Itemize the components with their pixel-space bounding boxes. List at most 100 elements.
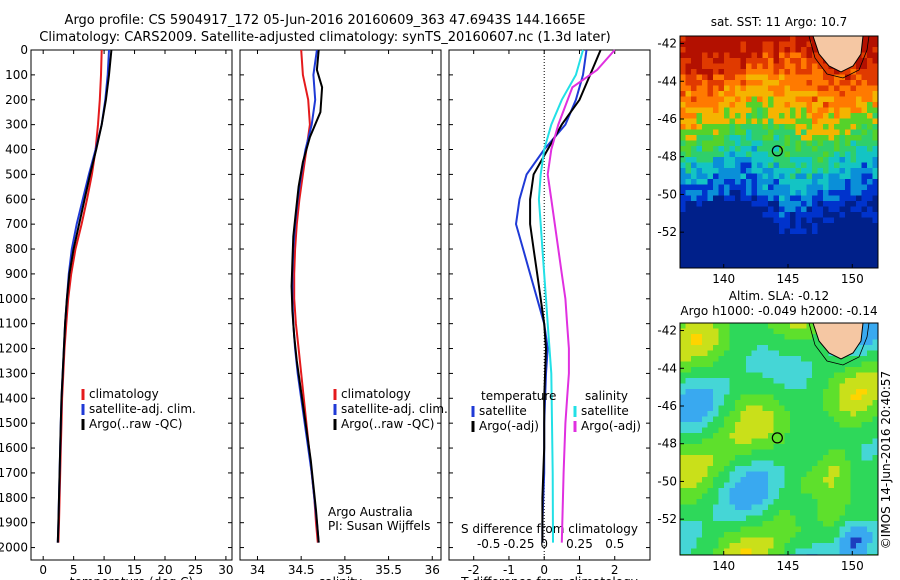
sst_map-cell — [817, 135, 824, 142]
sst_map-cell — [691, 234, 698, 241]
sst_map-cell — [834, 129, 841, 136]
sla_map-cell — [735, 350, 742, 357]
sst_map-cell — [795, 228, 802, 235]
sst_map-cell — [850, 261, 857, 268]
sst_map-cell — [707, 234, 714, 241]
sst_map-cell — [856, 140, 863, 147]
sla_map-cell — [773, 482, 780, 489]
sst_map-cell — [806, 96, 813, 103]
salinity-xtick-label: 34 — [250, 563, 265, 577]
sla_map-cell — [724, 460, 731, 467]
sst_map-cell — [707, 151, 714, 158]
sst_map-cell — [718, 41, 725, 48]
sla_map-cell — [828, 466, 835, 473]
sst_map-cell — [718, 47, 725, 54]
sst_map-cell — [773, 228, 780, 235]
sst_map-cell — [845, 107, 852, 114]
sst_map-cell — [685, 36, 692, 43]
salinity-diff-tick-label: -0.25 — [503, 537, 534, 551]
sst_map-cell — [691, 228, 698, 235]
sst_map-cell — [729, 91, 736, 98]
sla_map-cell — [707, 548, 714, 555]
sla_map-cell — [740, 350, 747, 357]
sst_map-cell — [801, 256, 808, 263]
salinity-axes-box — [239, 49, 442, 561]
sst_map-cell — [707, 107, 714, 114]
sst_map-cell — [812, 250, 819, 257]
sst_map-cell — [823, 212, 830, 219]
sla_map-cell — [707, 455, 714, 462]
sst_map-cell — [828, 212, 835, 219]
sst_map-cell — [729, 173, 736, 180]
sst_map-cell — [823, 190, 830, 197]
sst_map-cell — [702, 52, 709, 59]
sla_map-cell — [872, 427, 878, 434]
sla_map-cell — [817, 372, 824, 379]
sla_map-cell — [702, 515, 709, 522]
sla_map-cell — [817, 532, 824, 539]
salinity-diff-tick-label: -0.5 — [477, 537, 500, 551]
sst_map-cell — [773, 102, 780, 109]
sst_map-cell — [867, 151, 874, 158]
sst_map-cell — [680, 113, 687, 120]
sst_map-cell — [812, 146, 819, 153]
sst_map-cell — [707, 52, 714, 59]
sst_map-cell — [740, 129, 747, 136]
sla_map-cell — [729, 422, 736, 429]
sst_map-cell — [834, 190, 841, 197]
depth-tick-label: 1700 — [0, 466, 28, 480]
sst_map-cell — [746, 74, 753, 81]
sst_map-cell — [702, 212, 709, 219]
figure-subtitle: Climatology: CARS2009. Satellite-adjuste… — [39, 30, 611, 45]
sst_map-cell — [872, 223, 878, 230]
sst_map-cell — [806, 179, 813, 186]
sla_map-cell — [707, 334, 714, 341]
sst_map-cell — [806, 184, 813, 191]
sla_map-cell — [729, 510, 736, 517]
sla_map-cell — [795, 378, 802, 385]
sst_map-cell — [718, 80, 725, 87]
sla_map-cell — [856, 515, 863, 522]
sst_map-cell — [762, 140, 769, 147]
sla_map-cell — [751, 537, 758, 544]
sla_map-cell — [845, 493, 852, 500]
sst_map-cell — [856, 107, 863, 114]
sla_map-cell — [702, 361, 709, 368]
sst_map-cell — [707, 129, 714, 136]
sst_map-cell — [751, 85, 758, 92]
sla_map-cell — [735, 477, 742, 484]
sst_map-cell — [839, 195, 846, 202]
sla_map-cell — [702, 433, 709, 440]
sst_map-cell — [790, 184, 797, 191]
depth-tick-label: 300 — [5, 118, 28, 132]
sst_map-cell — [746, 239, 753, 246]
sst_map-cell — [735, 129, 742, 136]
sst_map-cell — [801, 102, 808, 109]
sla_map-cell — [735, 339, 742, 346]
sst_map-cell — [702, 96, 709, 103]
sla_map-cell — [784, 543, 791, 550]
sla_map-cell — [685, 532, 692, 539]
sla_map-cell — [784, 339, 791, 346]
sla_map-cell — [762, 548, 769, 555]
sst_map-cell — [696, 179, 703, 186]
sla_map-cell — [861, 361, 868, 368]
sla_map-cell — [828, 433, 835, 440]
sst_map-cell — [713, 228, 720, 235]
sla_map-cell — [735, 411, 742, 418]
sla_map-cell — [872, 433, 878, 440]
sla_map-cell — [784, 526, 791, 533]
sst_map-cell — [839, 239, 846, 246]
sla_map-cell — [806, 460, 813, 467]
sst_map-cell — [691, 151, 698, 158]
sst_map-cell — [861, 195, 868, 202]
sst_map-cell — [746, 162, 753, 169]
sla_map-cell — [696, 521, 703, 528]
sst_map-cell — [757, 140, 764, 147]
sst_map-cell — [801, 168, 808, 175]
temperature-xtick-label: 15 — [127, 563, 142, 577]
sst_map-cell — [812, 256, 819, 263]
sst_map-cell — [762, 146, 769, 153]
sst_map-cell — [823, 195, 830, 202]
sla_map-cell — [735, 422, 742, 429]
